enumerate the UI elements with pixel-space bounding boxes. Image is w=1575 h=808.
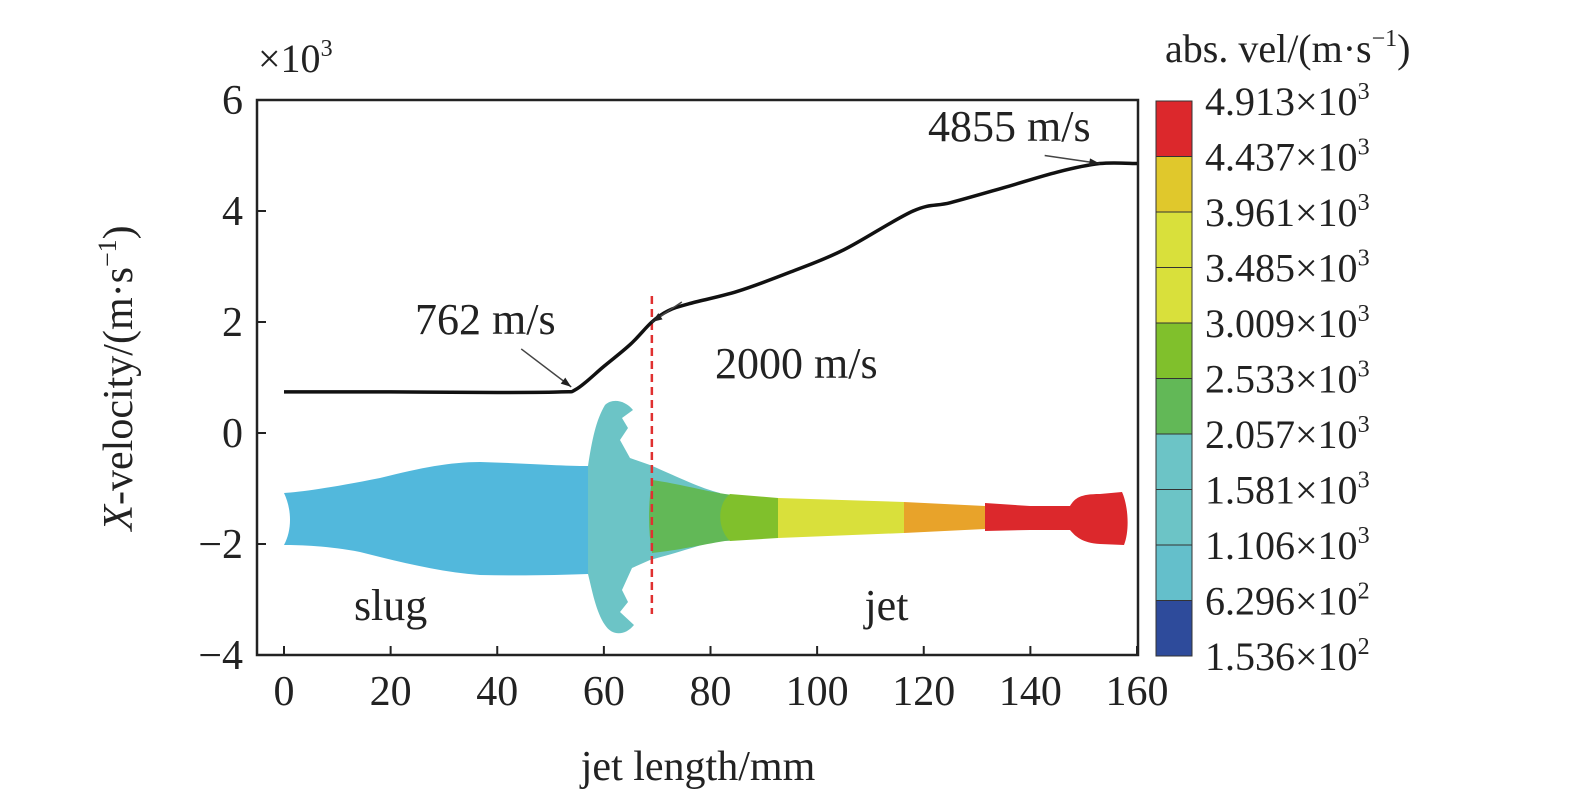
colorbar-segment [1155, 489, 1193, 546]
x-tick-label: 140 [999, 669, 1062, 715]
x-tick-label: 0 [274, 669, 295, 715]
y-tick-label: −4 [198, 633, 243, 679]
annotation-arrowhead [1088, 158, 1100, 166]
colorbar-label: 1.536×102 [1205, 634, 1370, 679]
colorbar-label: 1.106×103 [1205, 523, 1370, 568]
y-tick-label: 4 [222, 189, 243, 235]
jet-contour-image [284, 400, 1128, 634]
region-label: slug [354, 581, 427, 630]
y-tick-label: 0 [222, 411, 243, 457]
x-tick-label: 40 [476, 669, 518, 715]
x-tick-label: 80 [690, 669, 732, 715]
x-tick-label: 100 [786, 669, 849, 715]
plot-frame [255, 98, 1140, 657]
annotation-label: 2000 m/s [715, 339, 878, 388]
y-tick-label: 6 [222, 78, 243, 124]
colorbar-label: 2.533×103 [1205, 357, 1370, 402]
x-tick-label: 20 [370, 669, 412, 715]
colorbar-label: 3.961×103 [1205, 190, 1370, 235]
colorbar-segment [1155, 378, 1193, 435]
colorbar-label: 4.437×103 [1205, 135, 1370, 180]
colorbar-label: 3.009×103 [1205, 301, 1370, 346]
y-axis-label: X-velocity/(m·s−1) [93, 225, 142, 532]
region-label: jet [862, 581, 908, 630]
jet-lime [720, 494, 778, 541]
colorbar-label: 3.485×103 [1205, 246, 1370, 291]
colorbar-segment [1155, 544, 1193, 601]
y-multiplier: ×103 [258, 36, 333, 81]
colorbar-label: 4.913×103 [1205, 79, 1370, 124]
jet-green [649, 480, 740, 553]
series-line [283, 161, 1138, 395]
colorbar-segment [1155, 156, 1193, 213]
x-axis-label: jet length/mm [579, 744, 816, 790]
jet-red-tip [985, 492, 1128, 545]
colorbar-label: 6.296×102 [1205, 579, 1370, 624]
y-tick-label: −2 [198, 522, 243, 568]
colorbar-title: abs. vel/(m·s−1) [1165, 26, 1411, 71]
annotation-label: 762 m/s [415, 295, 556, 344]
colorbar-label: 1.581×103 [1205, 468, 1370, 513]
colorbar-segment [1155, 600, 1193, 657]
colorbar-label: 2.057×103 [1205, 412, 1370, 457]
x-tick-label: 160 [1106, 669, 1169, 715]
colorbar-segment [1155, 267, 1193, 324]
colorbar-segment [1155, 322, 1193, 379]
colorbar-segment [1155, 211, 1193, 268]
annotation-arrowhead [651, 313, 663, 322]
x-tick-label: 60 [583, 669, 625, 715]
colorbar-segment [1155, 433, 1193, 490]
y-tick-label: 2 [222, 300, 243, 346]
annotation-arrowhead [560, 377, 572, 387]
colorbar: 4.913×103 4.437×103 3.961×103 3.485×103 3.00… [1155, 79, 1370, 679]
colorbar-segment [1155, 100, 1193, 157]
annotation-label: 4855 m/s [928, 102, 1091, 151]
x-tick-label: 120 [892, 669, 955, 715]
slug-body [284, 462, 598, 576]
annotation-arrow [520, 348, 572, 388]
jet-orange [904, 502, 985, 533]
jet-yellow [778, 498, 904, 538]
